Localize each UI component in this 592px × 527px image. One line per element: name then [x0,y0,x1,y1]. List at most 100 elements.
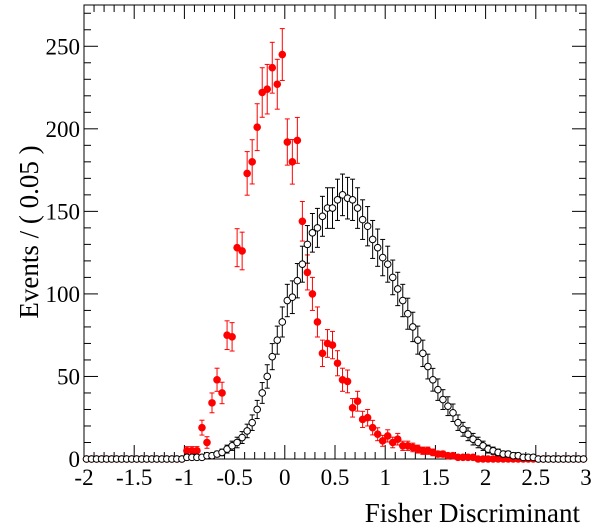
data-point [434,385,442,394]
data-point [248,418,256,427]
data-point [213,375,221,384]
y-tick-label: 250 [46,34,81,59]
data-point [363,413,372,422]
x-axis-title: Fisher Discriminant [365,498,581,527]
data-point [243,427,251,435]
data-point [459,425,467,434]
data-point [398,296,407,305]
data-point [403,309,412,318]
data-point [318,349,327,358]
x-tick-label: -1 [175,465,194,490]
data-point [263,85,272,93]
x-tick-label: 2 [480,465,492,490]
data-point [318,212,327,221]
data-point [328,341,337,349]
data-point [253,123,261,131]
data-point [308,229,317,237]
data-point [353,397,362,406]
data-point [278,318,287,326]
data-point [263,372,272,381]
data-point [273,336,282,344]
data-point [579,455,588,463]
data-point [278,50,287,59]
x-tick-label: 1.5 [421,465,450,490]
plot-frame [83,4,587,460]
data-point [203,438,211,447]
data-point [419,349,427,358]
data-point [258,389,267,397]
data-point [218,389,226,397]
y-axis-title: Events / ( 0.05 ) [14,145,44,318]
data-point [353,204,362,212]
data-point [368,423,377,432]
data-point [343,377,352,386]
x-tick-label: 3 [580,465,592,490]
data-point [273,80,282,89]
series-filled-points [82,28,588,463]
x-tick-label: -2 [74,465,93,490]
data-point [298,217,307,226]
data-point [248,158,256,166]
data-point [328,204,337,212]
data-point [373,243,382,252]
data-point [444,402,452,410]
x-tick-label: 2.5 [521,465,550,490]
data-point [268,352,277,361]
x-tick-label: -0.5 [216,465,252,490]
data-point [243,169,251,178]
data-point [348,196,357,204]
data-point [268,63,277,72]
y-tick-label: 200 [46,117,81,142]
data-point [409,323,417,331]
data-point [313,224,322,232]
data-point [454,418,462,427]
data-point [333,359,342,368]
data-point [298,260,307,268]
y-tick-label: 50 [57,364,80,389]
data-point [228,333,236,341]
y-tick-label: 150 [46,199,81,224]
y-tick-labels: 0 50 100 150 200 250 [46,34,81,472]
data-point [348,404,357,412]
data-point [233,438,241,447]
data-point [424,362,432,371]
data-point [388,273,397,282]
data-point [439,395,447,404]
data-point [288,293,297,302]
data-point [313,318,322,326]
data-point [464,430,472,439]
data-point [378,253,387,262]
data-series [82,28,588,463]
data-point [363,222,372,231]
data-point [449,408,457,417]
data-point [358,215,367,224]
x-tick-label: 0.5 [321,465,350,490]
data-point [253,405,261,414]
data-point [429,375,437,384]
data-point [378,437,387,445]
data-point [293,276,302,285]
y-tick-label: 100 [46,282,81,307]
data-point [238,433,246,442]
x-tick-labels: -2 -1.5 -1 -0.5 0 0.5 1 1.5 2 2.5 3 [74,465,591,490]
axis-ticks [83,5,587,460]
data-point [373,430,382,439]
data-point [414,336,422,344]
x-tick-label: -1.5 [116,465,152,490]
data-point [238,247,246,255]
data-point [303,240,312,249]
x-tick-label: 1 [379,465,391,490]
data-point [293,136,302,145]
data-point [283,138,292,146]
x-tick-label: 0 [279,465,291,490]
series-open-points [82,173,588,463]
data-point [193,446,201,455]
data-point [288,158,297,166]
data-point [393,285,402,293]
data-point [333,196,342,204]
data-point [393,435,402,443]
data-point [308,290,317,298]
y-tick-label: 0 [69,447,81,472]
data-point [198,423,206,432]
